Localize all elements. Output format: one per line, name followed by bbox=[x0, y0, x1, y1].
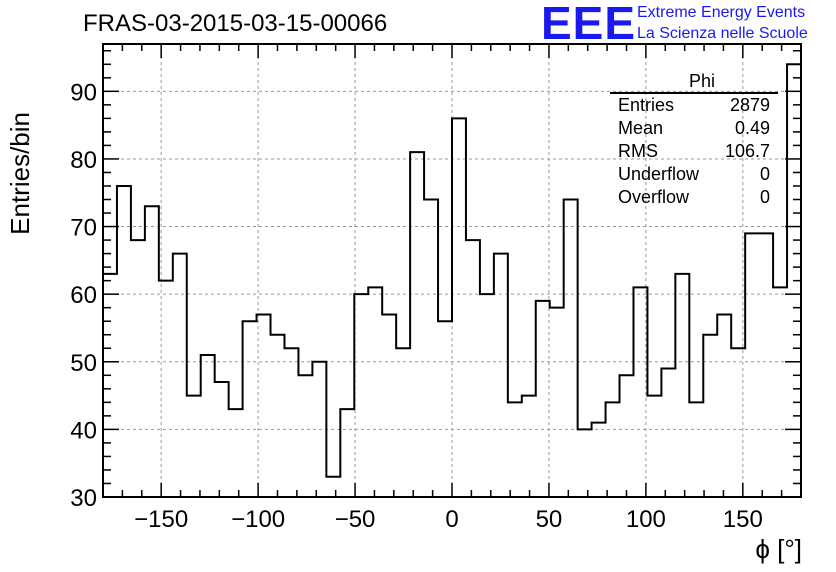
y-tick-label: 70 bbox=[70, 215, 97, 242]
plot-title: FRAS-03-2015-03-15-00066 bbox=[83, 10, 388, 37]
stats-box: Phi Entries 2879 Mean 0.49 RMS 106.7 Und… bbox=[610, 70, 778, 209]
histogram-bin bbox=[745, 233, 759, 497]
eee-logo: EEE bbox=[541, 0, 637, 49]
histogram-bin bbox=[675, 274, 689, 497]
histogram-bin bbox=[424, 200, 438, 497]
histogram-bin bbox=[647, 396, 661, 497]
histogram-bin bbox=[689, 402, 703, 497]
histogram-bin bbox=[466, 240, 480, 497]
histogram-bin bbox=[452, 118, 466, 497]
histogram-bin bbox=[494, 254, 508, 497]
y-tick-label: 90 bbox=[70, 79, 97, 106]
logo-line-1: Extreme Energy Events bbox=[637, 4, 806, 21]
histogram-bin bbox=[480, 294, 494, 497]
y-tick-label: 80 bbox=[70, 147, 97, 174]
histogram-bin bbox=[229, 409, 243, 497]
histogram-bin bbox=[592, 423, 606, 497]
histogram-bin bbox=[606, 402, 620, 497]
stats-row: Mean 0.49 bbox=[610, 117, 778, 140]
logo-line-2: La Scienza nelle Scuole bbox=[637, 25, 808, 42]
x-tick-label: 150 bbox=[723, 506, 763, 533]
y-tick-label: 30 bbox=[70, 485, 97, 512]
histogram-bin bbox=[717, 314, 731, 497]
histogram-bin bbox=[620, 375, 634, 497]
histogram-bin bbox=[759, 233, 773, 497]
histogram-bin bbox=[159, 281, 173, 497]
histogram-bin bbox=[131, 240, 145, 497]
histogram-bin bbox=[410, 152, 424, 497]
stats-value: 0.49 bbox=[734, 118, 770, 138]
histogram-line bbox=[102, 63, 801, 497]
y-axis-label: Entries/bin bbox=[5, 112, 35, 235]
histogram-bin bbox=[787, 64, 801, 497]
histogram-bin bbox=[438, 321, 452, 497]
histogram-bin bbox=[508, 402, 522, 497]
histogram-bin bbox=[382, 314, 396, 497]
histogram-bin bbox=[703, 335, 717, 497]
x-tick-label: −100 bbox=[231, 506, 285, 533]
y-tick-label: 50 bbox=[70, 350, 97, 377]
histogram-bin bbox=[340, 409, 354, 497]
stats-value: 0 bbox=[759, 164, 770, 184]
histogram-bin bbox=[578, 429, 592, 497]
x-tick-label: −50 bbox=[335, 506, 376, 533]
histogram-bin bbox=[773, 287, 787, 497]
histogram-bin bbox=[536, 301, 550, 497]
stats-row: Overflow 0 bbox=[610, 186, 778, 209]
stats-value: 106.7 bbox=[724, 141, 770, 161]
stats-value: 0 bbox=[759, 187, 770, 207]
axis-ticks: −150 −100 −50 0 50 100 150 30 40 50 60 70 80 90 bbox=[70, 44, 801, 533]
histogram-bin bbox=[257, 314, 271, 497]
histogram-bin bbox=[354, 294, 368, 497]
x-tick-label: 50 bbox=[536, 506, 563, 533]
stats-row: RMS 106.7 bbox=[610, 140, 778, 163]
histogram-bin bbox=[271, 335, 285, 497]
histogram-bin bbox=[103, 274, 117, 497]
x-tick-label: −150 bbox=[134, 506, 188, 533]
histogram-bin bbox=[215, 382, 229, 497]
histogram-bin bbox=[550, 308, 564, 497]
histogram-bin bbox=[173, 254, 187, 497]
histogram-bin bbox=[298, 375, 312, 497]
y-tick-label: 40 bbox=[70, 417, 97, 444]
histogram-bin bbox=[396, 348, 410, 497]
histogram-bin bbox=[145, 206, 159, 497]
histogram-bin bbox=[633, 287, 647, 497]
histogram-bin bbox=[522, 396, 536, 497]
stats-value: 2879 bbox=[729, 95, 770, 115]
stats-row: Underflow 0 bbox=[610, 163, 778, 186]
histogram-bin bbox=[731, 348, 745, 497]
histogram-bin bbox=[187, 396, 201, 497]
histogram-bin bbox=[326, 477, 340, 497]
y-tick-label: 60 bbox=[70, 282, 97, 309]
x-tick-label: 0 bbox=[445, 506, 458, 533]
histogram-bin bbox=[368, 287, 382, 497]
stats-label: Underflow bbox=[618, 164, 700, 184]
histogram-bin bbox=[201, 355, 215, 497]
histogram-bin bbox=[284, 348, 298, 497]
histogram-bin bbox=[661, 369, 675, 497]
x-tick-label: 100 bbox=[626, 506, 666, 533]
stats-title: Phi bbox=[610, 70, 778, 94]
histogram-bin bbox=[312, 362, 326, 497]
stats-label: Mean bbox=[618, 118, 664, 138]
stats-label: RMS bbox=[618, 141, 658, 161]
stats-label: Overflow bbox=[618, 187, 690, 207]
x-axis-label: ϕ [°] bbox=[755, 534, 802, 564]
stats-label: Entries bbox=[618, 95, 675, 115]
histogram-bin bbox=[243, 321, 257, 497]
stats-row: Entries 2879 bbox=[610, 94, 778, 117]
histogram-bin bbox=[564, 200, 578, 497]
histogram-bin bbox=[117, 186, 131, 497]
